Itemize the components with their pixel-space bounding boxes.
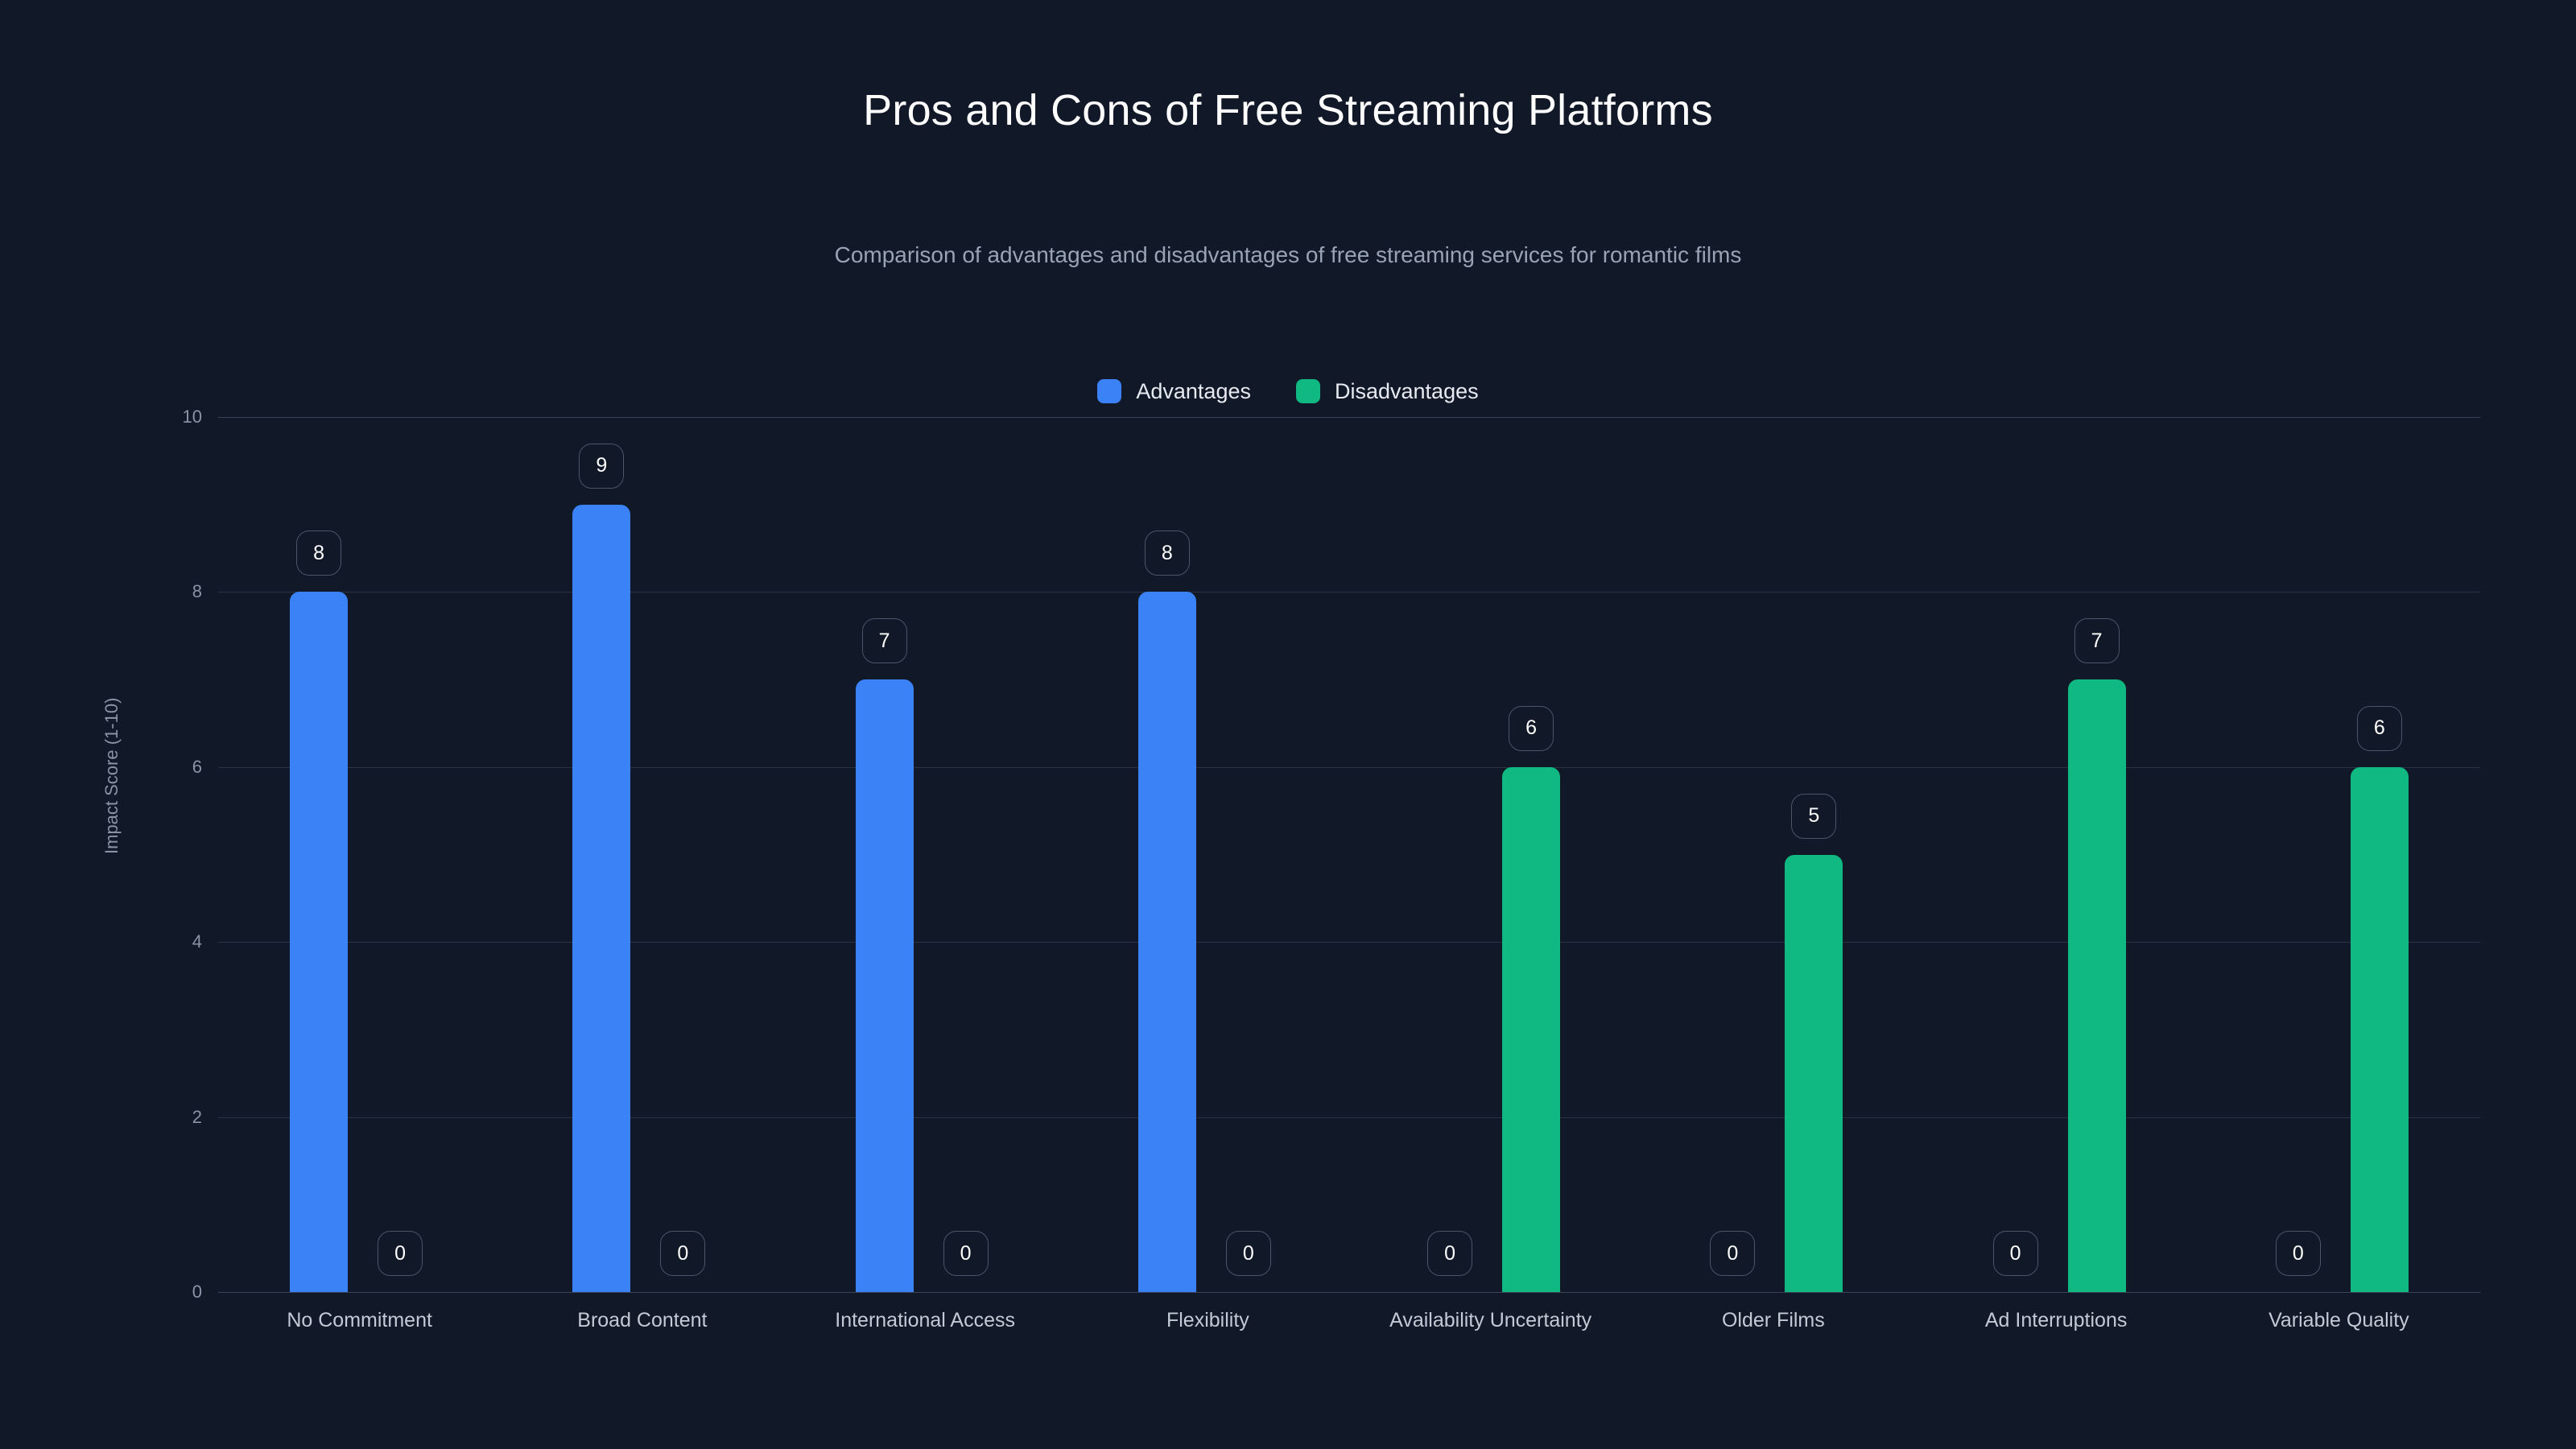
legend-swatch-icon xyxy=(1295,379,1320,403)
bar-value-label: 0 xyxy=(943,1231,989,1276)
y-axis-tick-label: 6 xyxy=(192,756,202,777)
bar-value-label: 7 xyxy=(861,618,907,664)
bar[interactable] xyxy=(572,504,631,1292)
bar-value-label: 8 xyxy=(1144,530,1190,576)
legend-item-advantages[interactable]: Advantages xyxy=(1097,379,1251,403)
bar-value-label: 0 xyxy=(1225,1231,1271,1276)
gridline xyxy=(218,942,2480,943)
legend-item-disadvantages[interactable]: Disadvantages xyxy=(1295,378,1479,403)
legend-label: Disadvantages xyxy=(1334,378,1479,403)
gridline xyxy=(218,417,2480,418)
x-axis-category-label: No Commitment xyxy=(287,1309,432,1331)
chart-legend: Advantages Disadvantages xyxy=(0,375,2576,407)
bar-value-label: 0 xyxy=(2275,1231,2321,1276)
bar-value-label: 0 xyxy=(378,1231,423,1276)
bar[interactable] xyxy=(2067,679,2126,1292)
gridline xyxy=(218,1292,2480,1293)
y-axis-tick-label: 4 xyxy=(192,931,202,952)
bar[interactable] xyxy=(2350,766,2409,1292)
bar[interactable] xyxy=(1137,592,1196,1292)
chart-subtitle: Comparison of advantages and disadvantag… xyxy=(834,242,1742,267)
bar-value-label: 0 xyxy=(1427,1231,1473,1276)
bar-value-label: 8 xyxy=(296,530,342,576)
bar-value-label: 0 xyxy=(1992,1231,2038,1276)
bar-value-label: 0 xyxy=(660,1231,706,1276)
x-axis-category-label: Variable Quality xyxy=(2268,1309,2409,1331)
x-axis-category-label: Ad Interruptions xyxy=(1984,1309,2128,1331)
gridline xyxy=(218,766,2480,768)
legend-swatch-icon xyxy=(1097,379,1122,403)
x-axis-category-label: International Access xyxy=(835,1309,1015,1331)
y-axis-tick-label: 0 xyxy=(192,1282,202,1302)
plot-area xyxy=(218,417,2480,1293)
x-axis-category-label: Flexibility xyxy=(1166,1309,1249,1331)
y-axis-title: Impact Score (1-10) xyxy=(101,697,122,854)
bar-value-label: 6 xyxy=(1509,705,1554,751)
bar-value-label: 5 xyxy=(1791,793,1837,839)
bar-value-label: 9 xyxy=(579,443,625,489)
bar[interactable] xyxy=(855,679,914,1292)
bar-value-label: 7 xyxy=(2074,618,2120,664)
bar-value-label: 6 xyxy=(2356,705,2402,751)
x-axis-category-label: Availability Uncertainty xyxy=(1389,1309,1592,1331)
bar[interactable] xyxy=(1502,766,1561,1292)
bar-value-label: 0 xyxy=(1710,1231,1756,1276)
y-axis-tick-label: 8 xyxy=(192,581,202,602)
x-axis-category-label: Broad Content xyxy=(577,1309,708,1331)
gridline xyxy=(218,1117,2480,1118)
chart-title: Pros and Cons of Free Streaming Platform… xyxy=(863,86,1713,134)
y-axis-tick-label: 10 xyxy=(182,407,202,427)
y-axis-tick-label: 2 xyxy=(192,1106,202,1127)
legend-label: Advantages xyxy=(1136,378,1251,403)
x-axis-category-label: Older Films xyxy=(1721,1309,1825,1331)
bar[interactable] xyxy=(1785,854,1843,1292)
bar[interactable] xyxy=(290,592,349,1292)
